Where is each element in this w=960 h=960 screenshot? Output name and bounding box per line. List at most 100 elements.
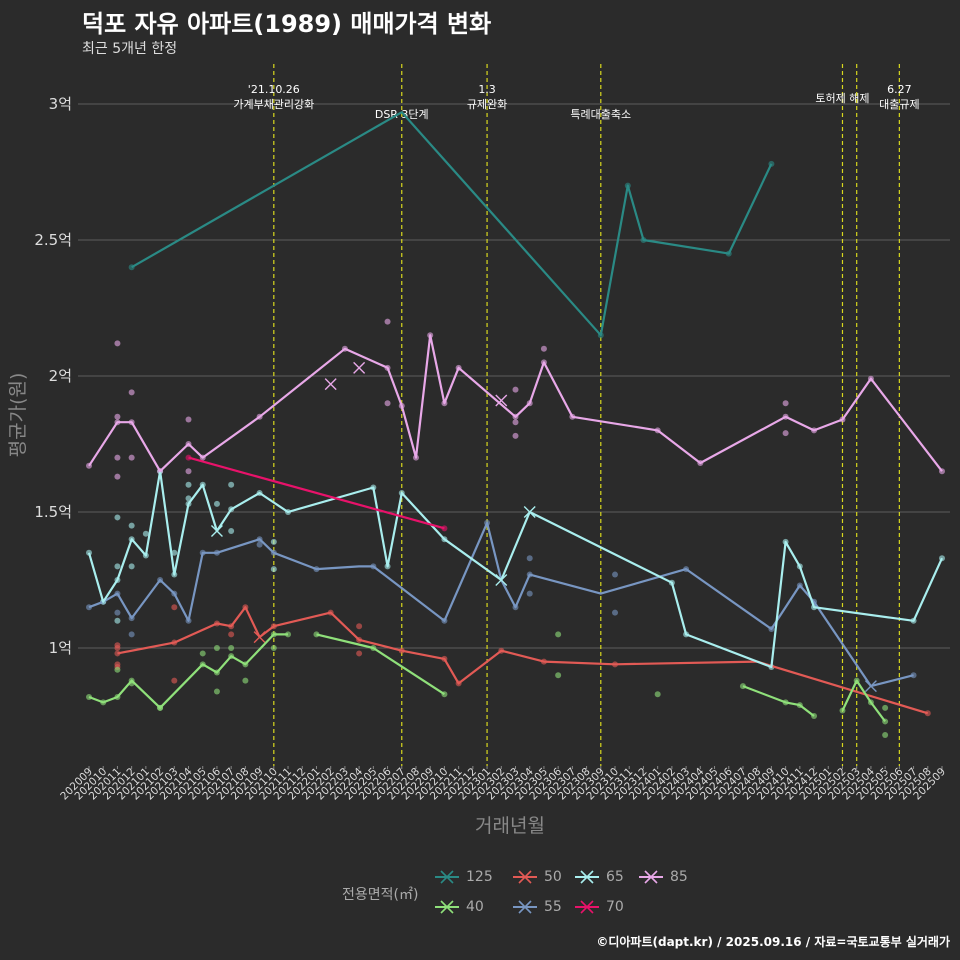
data-point [384,318,391,325]
legend-key-icon [513,870,537,884]
data-point [228,481,235,488]
legend-item-65: 65 [574,868,624,886]
data-point [114,609,121,616]
legend-item-50: 50 [512,868,562,886]
cross-marker [864,680,877,693]
y-tick-label: 2억 [49,367,72,385]
y-tick-label: 2.5억 [34,231,72,249]
data-point [270,645,277,651]
data-point [356,623,363,630]
data-point [114,642,121,649]
legend-item-40: 40 [434,898,484,916]
series-line-55 [88,521,914,688]
data-point [185,468,192,475]
event-label: 1.3 [478,83,496,96]
data-point [213,500,220,507]
y-tick-label: 3억 [49,95,72,113]
series-line-85 [88,334,943,473]
data-point [882,732,889,739]
legend-item-125: 125 [434,868,493,886]
data-point [114,563,121,570]
data-point [128,522,135,529]
data-point [540,345,547,352]
series-line-125 [131,111,773,337]
data-point [555,631,562,638]
data-point [213,688,220,695]
data-point [612,609,619,616]
legend-label: 125 [466,869,493,885]
data-point [185,481,192,488]
data-point [114,413,121,420]
legend-key-icon [575,870,599,884]
data-point [228,528,235,535]
data-point [171,604,178,611]
source-caption: ©디아파트(dapt.kr) / 2025.09.16 / 자료=국토교통부 실… [596,935,950,949]
y-tick-label: 1.5억 [34,503,72,521]
event-label: 토허제 해제 [815,91,869,105]
cross-marker [523,506,536,518]
event-label: '21.10.26 [248,83,300,96]
data-point [512,386,519,393]
event-label: 대출규제 [879,98,919,111]
data-point [256,541,263,548]
chart-title: 덕포 자유 아파트(1989) 매매가격 변화 [82,10,492,38]
data-point [882,704,889,711]
series-line-65 [87,470,944,669]
data-point [285,631,292,638]
legend-key-icon [575,900,599,914]
data-point [114,454,121,461]
data-point [384,400,391,407]
data-point [782,430,789,437]
legend-label: 40 [466,899,484,915]
data-point [128,563,135,570]
data-point [526,555,533,562]
legend-label: 55 [544,899,562,915]
data-point [228,631,235,638]
data-point [128,454,135,461]
legend-key-icon [639,870,663,884]
data-point [171,549,178,556]
data-point [512,432,519,439]
data-point [128,389,135,396]
legend-label: 50 [544,869,562,885]
data-point [185,416,192,423]
data-point [128,631,135,638]
event-label: 가계부채관리강화 [233,98,314,111]
data-point [555,672,562,679]
data-point [185,495,192,502]
legend-item-55: 55 [512,898,562,916]
data-point [356,650,363,657]
legend-key-icon [513,900,537,914]
data-point [114,340,121,347]
data-point [114,617,121,624]
data-point [242,677,249,684]
data-point [782,400,789,407]
legend-label: 85 [670,869,688,885]
data-point [142,530,149,537]
legend-item-70: 70 [574,898,624,916]
data-point [526,590,533,597]
series-line-50 [117,606,929,715]
legend-label: 65 [606,869,624,885]
legend-label: 70 [606,899,624,915]
data-point [228,645,235,651]
legend-key-icon [435,900,459,914]
cross-marker [495,394,508,407]
event-label: 규제완화 [467,98,507,111]
legend-item-85: 85 [638,868,688,886]
legend-key-icon [435,870,459,884]
cross-marker [495,574,508,586]
event-label: 특례대출축소 [570,108,631,121]
cross-marker [210,525,223,538]
data-point [199,650,206,657]
data-point [114,473,121,480]
data-point [270,566,277,573]
data-point [114,666,121,673]
y-axis-title: 평균가(원) [7,373,29,458]
data-point [171,677,178,684]
chart-subtitle: 최근 5개년 한정 [82,41,178,57]
data-point [654,691,661,698]
data-point [612,571,619,578]
data-point [512,419,519,426]
